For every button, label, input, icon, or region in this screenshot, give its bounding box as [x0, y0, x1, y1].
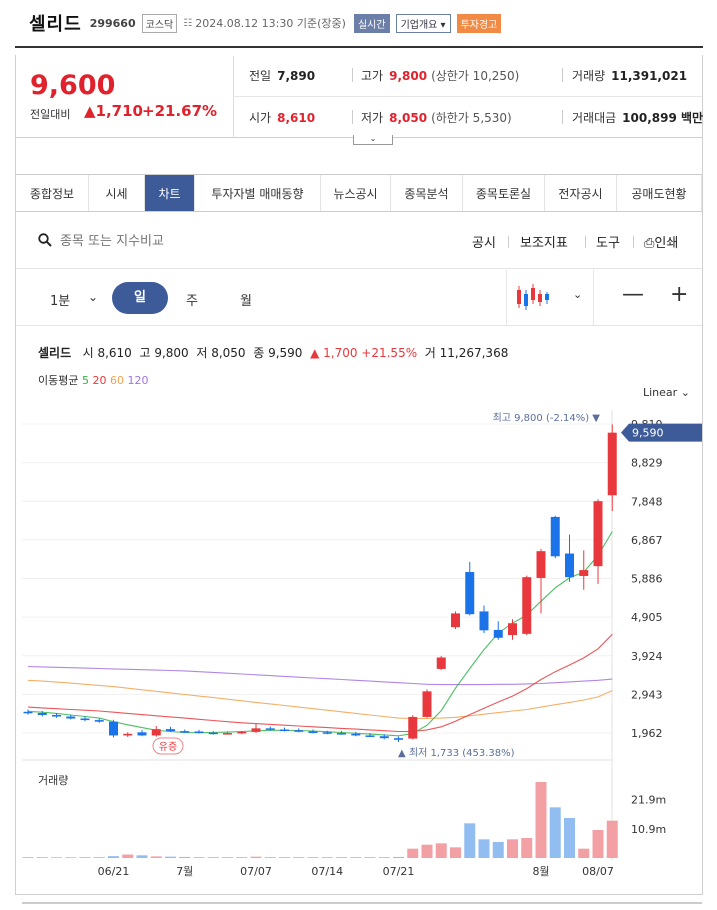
zoom-in-button[interactable]: + — [670, 282, 689, 307]
change-amount: ▲1,710 — [84, 102, 143, 120]
close-value: 9,590 — [268, 346, 303, 360]
calendar-icon: ☷ — [183, 17, 193, 29]
divider — [233, 56, 234, 138]
high-price: 고가 9,800 (상한가 10,250) — [361, 69, 520, 83]
company-overview-dropdown[interactable]: 기업개요 ▾ — [395, 13, 451, 33]
print-button[interactable]: ⎙인쇄 — [644, 232, 678, 251]
print-label: 인쇄 — [654, 236, 679, 251]
tab-1[interactable]: 시세 — [89, 175, 145, 211]
divider — [352, 68, 353, 82]
divider — [633, 236, 634, 248]
tab-7[interactable]: 전자공시 — [545, 175, 617, 211]
chevron-down-icon: ⌄ — [573, 288, 582, 301]
investment-warning-badge: 투자경고 — [456, 13, 502, 33]
volume-value: 11,267,368 — [439, 346, 509, 360]
chart-toolbar: 공시 보조지표 도구 ⎙인쇄 — [16, 213, 702, 269]
low-price: 저가 8,050 (하한가 5,530) — [361, 111, 512, 125]
low-label: 저 — [196, 346, 208, 360]
volume: 거래량 11,391,021 — [572, 69, 688, 83]
tab-8[interactable]: 공매도현황 — [617, 175, 702, 211]
open-label: 시 — [82, 346, 94, 360]
close-label: 종 — [253, 346, 265, 360]
tools-button[interactable]: 도구 — [596, 236, 620, 251]
market-badge: 코스닥 — [141, 13, 178, 33]
chevron-down-icon[interactable]: ⌄ — [88, 290, 99, 304]
stock-header: 셀리드 299660 코스닥 ☷ 2024.08.12 13:30 기준(장중)… — [15, 0, 703, 48]
ma20-legend[interactable]: 20 — [92, 374, 107, 387]
ma5-legend[interactable]: 5 — [81, 374, 89, 387]
divider — [508, 236, 509, 248]
indicators-button[interactable]: 보조지표 — [520, 236, 568, 251]
tab-5[interactable]: 종목분석 — [391, 175, 463, 211]
open-value: 8,610 — [97, 346, 132, 360]
trade-amount: 거래대금 100,899 백만 — [572, 111, 704, 125]
high-label: 고 — [139, 346, 151, 360]
tab-6[interactable]: 종목토론실 — [463, 175, 545, 211]
scale-label: Linear — [643, 386, 678, 399]
period-selector: 1분 ⌄ 일 주 월 ⌄ — + — [16, 270, 702, 326]
tab-2[interactable]: 차트 — [145, 175, 195, 211]
chevron-down-icon: ⌄ — [369, 134, 377, 143]
volume-label: 거 — [424, 346, 436, 360]
scale-dropdown[interactable]: Linear ⌄ — [643, 386, 690, 399]
ma60-legend[interactable]: 60 — [109, 374, 124, 387]
expand-toggle-button[interactable]: ⌄ — [353, 135, 393, 145]
disclosure-button[interactable]: 공시 — [472, 236, 496, 251]
open-price: 시가 8,610 — [249, 111, 316, 125]
divider — [352, 110, 353, 124]
ma-legend: 이동평균 5 20 60 120 — [38, 372, 148, 388]
low-value: 8,050 — [211, 346, 246, 360]
ma-label: 이동평균 — [38, 374, 79, 387]
ohlc-summary: 셀리드 시 8,610 고 9,800 저 8,050 종 9,590 ▲ 1,… — [38, 344, 508, 361]
tab-0[interactable]: 종합정보 — [16, 175, 89, 211]
realtime-badge[interactable]: 실시간 — [353, 13, 390, 33]
chart-type-selector[interactable]: ⌄ — [506, 270, 594, 326]
candlestick-icon: ⌄ — [517, 284, 582, 310]
zoom-out-button[interactable]: — — [622, 282, 644, 307]
stock-name: 셀리드 — [29, 14, 82, 35]
content-frame — [15, 55, 703, 895]
tab-bar: 종합정보 시세 차트 투자자별 매매동향 뉴스공시 종목분석 종목토론실 전자공시 공매도현황 — [16, 174, 702, 212]
period-month-button[interactable]: 월 — [240, 294, 252, 309]
as-of-time: 2024.08.12 13:30 기준(장중) — [195, 17, 346, 30]
divider — [562, 110, 563, 124]
price-summary: 9,600 전일대비 ▲1,710 +21.67% 전일 7,890 고가 9,80… — [16, 56, 704, 145]
change-label: 전일대비 — [30, 108, 71, 121]
period-minute-button[interactable]: 1분 — [50, 294, 71, 309]
period-day-button[interactable]: 일 — [112, 282, 168, 314]
divider — [585, 236, 586, 248]
tab-3[interactable]: 투자자별 매매동향 — [195, 175, 321, 211]
tab-4[interactable]: 뉴스공시 — [321, 175, 391, 211]
chevron-down-icon: ⌄ — [680, 386, 690, 399]
prev-close: 전일 7,890 — [249, 69, 316, 83]
search-icon[interactable] — [38, 233, 52, 247]
change-percent: +21.67% — [142, 102, 218, 120]
current-price: 9,600 — [30, 70, 116, 101]
stock-code: 299660 — [89, 16, 136, 30]
compare-search-input[interactable] — [60, 231, 320, 251]
divider — [562, 68, 563, 82]
divider — [233, 96, 702, 97]
high-value: 9,800 — [154, 346, 189, 360]
period-week-button[interactable]: 주 — [186, 294, 198, 309]
chart-stock-name: 셀리드 — [38, 346, 72, 360]
change-value: ▲ 1,700 +21.55% — [310, 346, 418, 360]
ma120-legend[interactable]: 120 — [127, 374, 149, 387]
printer-icon: ⎙ — [644, 236, 655, 251]
